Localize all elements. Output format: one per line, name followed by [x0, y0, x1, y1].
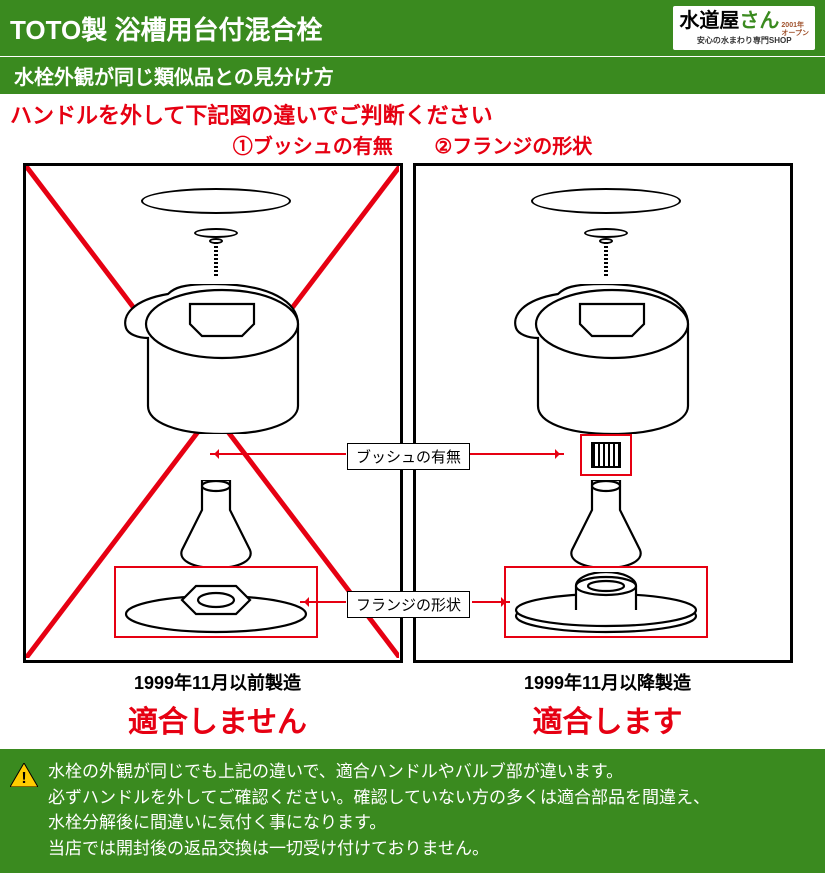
left-date: 1999年11月以前製造: [23, 669, 413, 695]
screw-shaft-r: [604, 242, 608, 276]
right-column: 1999年11月以降製造 適合します: [413, 163, 803, 741]
subtitle-bar: 水栓外観が同じ類似品との見分け方: [0, 57, 825, 94]
right-date: 1999年11月以降製造: [413, 669, 803, 695]
washer-r: [584, 228, 628, 238]
handle-body-r: [508, 284, 704, 434]
right-verdict: 適合します: [413, 697, 803, 741]
diagram-row: ブッシュの有無 フランジの形状: [0, 163, 825, 741]
cap-disc-r: [531, 188, 681, 214]
bush-highlight: [580, 434, 632, 476]
stem-cone-r: [564, 480, 648, 568]
arrow-bush-right: [468, 453, 564, 455]
footer-l3: 水栓分解後に間違いに気付く事になります。: [48, 810, 813, 836]
footer-notice: ! 水栓の外観が同じでも上記の違いで、適合ハンドルやバルブ部が違います。 必ずハ…: [0, 749, 825, 873]
flange-highlight-left: [114, 566, 318, 638]
page-root: TOTO製 浴槽用台付混合栓 水道屋さん 2001年 オープン 安心の水まわり専…: [0, 0, 825, 825]
logo-main: 水道屋さん: [679, 10, 779, 32]
header-bar: TOTO製 浴槽用台付混合栓 水道屋さん 2001年 オープン 安心の水まわり専…: [0, 0, 825, 56]
washer: [194, 228, 238, 238]
point-2: ②フランジの形状: [434, 136, 592, 158]
point-1: ①ブッシュの有無: [233, 136, 393, 158]
instruction-points: ①ブッシュの有無 ②フランジの形状: [0, 130, 825, 163]
callout-flange: フランジの形状: [347, 591, 470, 618]
left-verdict: 適合しません: [23, 697, 413, 741]
cap-disc: [141, 188, 291, 214]
arrow-bush-left: [210, 453, 346, 455]
warning-icon: !: [10, 763, 38, 787]
instruction-line1: ハンドルを外して下記図の違いでご判断ください: [0, 94, 825, 130]
footer-l2: 必ずハンドルを外してご確認ください。確認していない方の多くは適合部品を間違え、: [48, 785, 813, 811]
shop-logo: 水道屋さん 2001年 オープン 安心の水まわり専門SHOP: [673, 6, 815, 50]
right-panel: [413, 163, 793, 663]
logo-sub: 安心の水まわり専門SHOP: [697, 37, 792, 46]
callout-bush: ブッシュの有無: [347, 443, 470, 470]
left-panel: [23, 163, 403, 663]
footer-l4: 当店では開封後の返品交換は一切受け付けておりません。: [48, 836, 813, 862]
arrow-flange-right: [472, 601, 510, 603]
product-title: TOTO製 浴槽用台付混合栓: [10, 10, 323, 47]
stem-cone: [174, 480, 258, 568]
svg-text:!: !: [21, 770, 26, 787]
flange-highlight-right: [504, 566, 708, 638]
screw-shaft: [214, 242, 218, 276]
handle-body: [118, 284, 314, 434]
arrow-flange-left: [300, 601, 346, 603]
footer-l1: 水栓の外観が同じでも上記の違いで、適合ハンドルやバルブ部が違います。: [48, 759, 813, 785]
